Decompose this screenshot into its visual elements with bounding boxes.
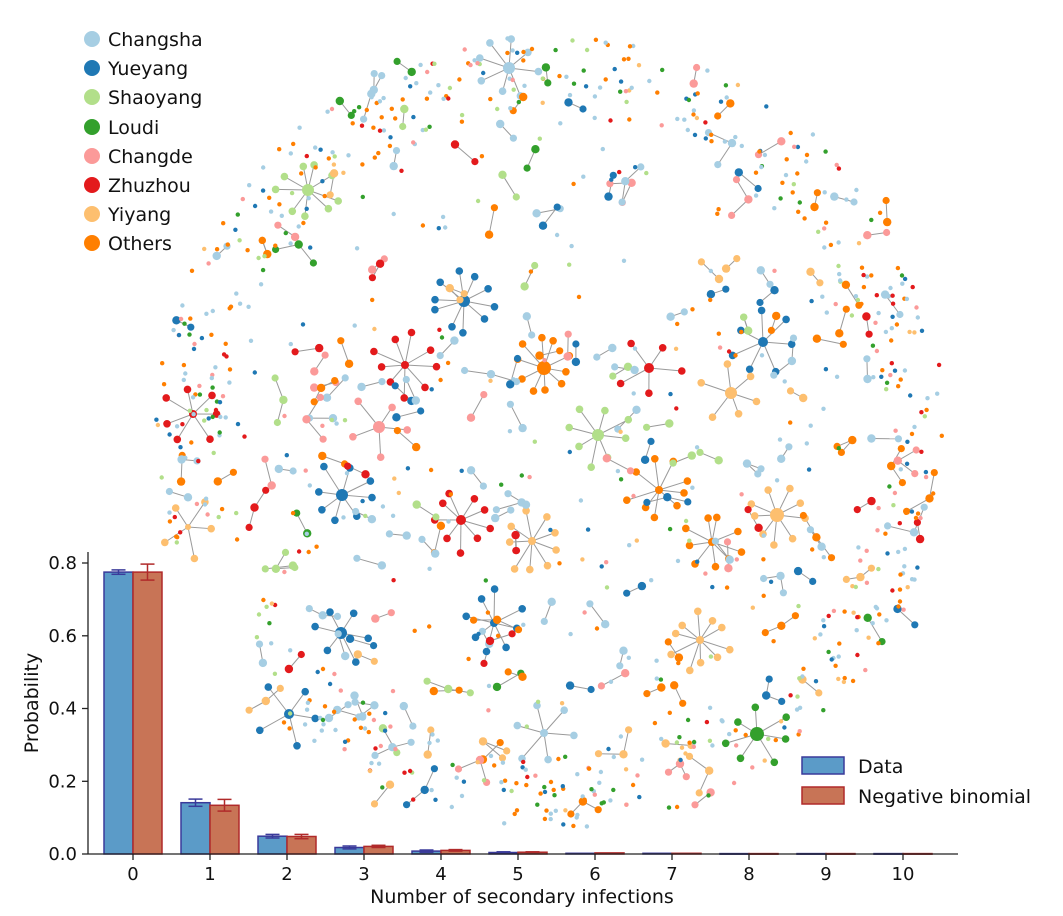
legend-item-shaoyang: Shaoyang	[84, 87, 202, 109]
legend-item-loudi: Loudi	[84, 117, 159, 139]
error-bar-data-1	[188, 798, 203, 808]
network-edges	[164, 39, 935, 815]
error-bar-negative-binomial-5	[525, 851, 540, 854]
legend-item-yiyang: Yiyang	[84, 204, 171, 226]
axes	[87, 552, 958, 855]
legend-label: Changsha	[108, 29, 203, 51]
legend-marker	[84, 60, 100, 76]
y-ticks: 0.0 0.2 0.4 0.6 0.8	[48, 553, 88, 865]
error-bar-negative-binomial-2	[294, 833, 309, 840]
x-tick-label-9: 9	[820, 864, 831, 885]
legend-marker	[84, 119, 100, 135]
legend-item-changsha: Changsha	[84, 29, 203, 51]
legend-marker	[84, 89, 100, 105]
legend-item-others: Others	[84, 233, 172, 255]
x-tick-label-5: 5	[512, 864, 523, 885]
error-bar-negative-binomial-0	[140, 563, 155, 581]
error-bar-negative-binomial-4	[448, 848, 463, 852]
error-bars	[111, 563, 540, 855]
legend-marker	[84, 177, 100, 193]
legend-marker	[84, 235, 100, 251]
transmission-network	[154, 35, 944, 829]
bar-data-2	[257, 835, 288, 855]
legend-label: Loudi	[108, 117, 159, 139]
bar-negative-binomial-0	[132, 571, 163, 855]
network-nodes	[154, 35, 944, 829]
x-ticks: 0 1 2 3 4 5 6 7 8 9 10	[127, 854, 914, 885]
legend-item-zhuzhou: Zhuzhou	[84, 175, 191, 197]
bar-legend-item-negative-binomial: Negative binomial	[801, 786, 1031, 808]
error-bar-data-2	[265, 833, 280, 839]
secondary-infection-bar-chart: 0.0 0.2 0.4 0.6 0.8 0 1 2 3 4 5 6 7 8 9 10 Number of s…	[21, 552, 1031, 908]
y-axis-label: Probability	[21, 653, 43, 753]
y-tick-label-0.2: 0.2	[48, 771, 77, 792]
x-tick-label-3: 3	[358, 864, 369, 885]
error-bar-data-0	[111, 569, 126, 576]
legend-marker	[84, 148, 100, 164]
error-bar-negative-binomial-1	[217, 798, 232, 812]
error-bar-negative-binomial-3	[371, 844, 386, 849]
legend-label: Shaoyang	[108, 87, 202, 109]
legend-marker	[84, 31, 100, 47]
x-tick-label-4: 4	[435, 864, 446, 885]
legend-label: Yiyang	[107, 204, 171, 226]
bar-legend-label-negative-binomial: Negative binomial	[858, 786, 1031, 808]
bar-legend: Data Negative binomial	[801, 756, 1031, 808]
y-tick-label-0.4: 0.4	[48, 699, 77, 720]
x-tick-label-10: 10	[892, 864, 915, 885]
legend-item-changde: Changde	[84, 146, 193, 168]
legend-label: Changde	[108, 146, 193, 168]
legend-label: Zhuzhou	[108, 175, 191, 197]
x-tick-label-7: 7	[666, 864, 677, 885]
x-tick-label-8: 8	[743, 864, 754, 885]
y-tick-label-0.6: 0.6	[48, 626, 77, 647]
legend-label: Others	[108, 233, 172, 255]
x-axis-label: Number of secondary infections	[370, 886, 674, 908]
error-bar-data-4	[419, 849, 434, 853]
x-tick-label-0: 0	[127, 864, 138, 885]
legend-marker	[84, 206, 100, 222]
legend-item-yueyang: Yueyang	[84, 58, 188, 80]
legend-label: Yueyang	[107, 58, 188, 80]
bar-data-0	[103, 571, 134, 855]
bar-data-1	[180, 801, 211, 855]
x-tick-label-6: 6	[589, 864, 600, 885]
error-bar-data-5	[496, 851, 511, 855]
network-legend: Changsha Yueyang Shaoyang Loudi Changde …	[84, 29, 203, 255]
error-bar-data-3	[342, 845, 357, 850]
y-tick-label-0.8: 0.8	[48, 553, 77, 574]
bar-legend-label-data: Data	[858, 756, 903, 778]
bar-legend-item-data: Data	[801, 756, 903, 778]
bar-legend-swatch-negative-binomial	[801, 786, 845, 805]
x-tick-label-1: 1	[204, 864, 215, 885]
y-tick-label-0.0: 0.0	[48, 844, 77, 865]
x-tick-label-2: 2	[281, 864, 292, 885]
bar-legend-swatch-data	[801, 756, 845, 775]
bar-negative-binomial-1	[209, 804, 240, 855]
